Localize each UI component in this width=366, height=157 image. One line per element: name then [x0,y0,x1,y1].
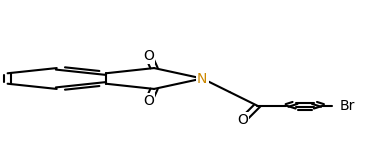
Text: Br: Br [340,99,355,113]
Text: N: N [197,71,208,86]
Text: O: O [237,113,248,127]
Text: O: O [143,95,154,108]
Text: O: O [143,49,154,62]
